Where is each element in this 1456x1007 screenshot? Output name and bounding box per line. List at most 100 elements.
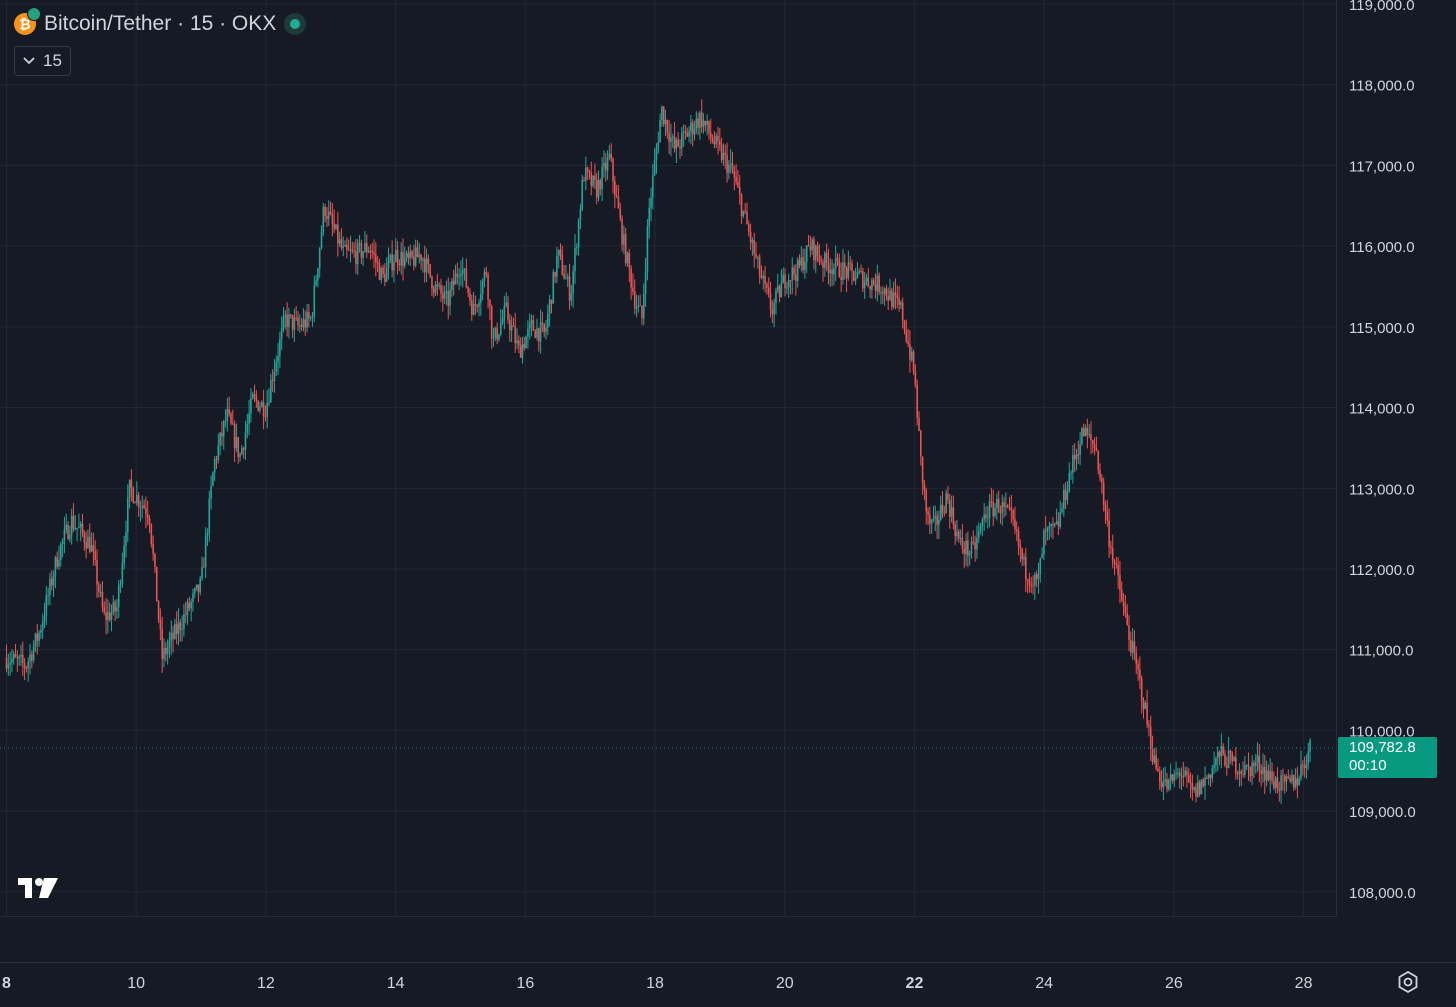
symbol-title[interactable]: Bitcoin/Tether · 15 · OKX	[44, 12, 277, 35]
candle-body	[697, 118, 699, 128]
candle-body	[565, 278, 567, 280]
candle-body	[1197, 782, 1199, 797]
candle-body	[14, 654, 17, 658]
x-tick-label: 8	[2, 975, 11, 992]
last-price-value: 109,782.8	[1349, 739, 1416, 756]
candle-body	[277, 355, 279, 363]
candle-body	[760, 275, 763, 278]
candle-body	[822, 262, 824, 268]
candle-body	[713, 142, 716, 145]
y-tick-label: 119,000.0	[1349, 0, 1415, 14]
candle-body	[393, 262, 395, 271]
candle-body	[1063, 489, 1065, 509]
candle-body	[463, 268, 466, 270]
candle-body	[1124, 606, 1127, 614]
candle-body	[523, 343, 526, 349]
candle-body	[136, 494, 138, 504]
candle-body	[813, 239, 815, 261]
candle-body	[1148, 724, 1150, 727]
candle-body	[532, 320, 535, 331]
candle-body	[1309, 740, 1311, 752]
candle-body	[878, 275, 880, 293]
candle-body	[838, 259, 841, 277]
candle-body	[912, 351, 915, 372]
candle-body	[1044, 530, 1047, 532]
candle-body	[795, 274, 797, 282]
candle-body	[986, 518, 989, 520]
candle-body	[130, 479, 133, 489]
candle-body	[99, 591, 102, 593]
candle-body	[711, 137, 714, 143]
candle-body	[145, 508, 147, 515]
candle-body	[1209, 774, 1212, 779]
candle-body	[342, 246, 345, 248]
candle-body	[87, 536, 89, 549]
symbol-legend[interactable]: ₿ Bitcoin/Tether · 15 · OKX	[14, 7, 307, 36]
candle-body	[45, 595, 48, 616]
candle-body	[990, 501, 993, 503]
candle-body	[1169, 774, 1172, 780]
candle-body	[489, 299, 491, 307]
interval-toggle-button[interactable]: 15	[14, 46, 71, 76]
candle-body	[1258, 755, 1261, 771]
candle-body	[1128, 625, 1130, 640]
candle-body	[279, 338, 281, 356]
candle-body	[338, 239, 341, 244]
candle-body	[72, 515, 75, 529]
candle-body	[880, 292, 882, 294]
candle-body	[762, 276, 765, 278]
candle-body	[632, 287, 634, 292]
candle-body	[1229, 751, 1232, 753]
candle-body	[1005, 505, 1007, 508]
candle-body	[1211, 768, 1214, 779]
candle-body	[719, 140, 721, 145]
candle-body	[858, 271, 861, 273]
candle-body	[1240, 771, 1243, 774]
candle-body	[630, 268, 632, 288]
candle-body	[782, 274, 784, 283]
candle-body	[927, 511, 929, 515]
candle-body	[246, 423, 249, 433]
candle-body	[958, 531, 960, 539]
candle-body	[107, 612, 109, 620]
candle-body	[1233, 757, 1235, 762]
candle-body	[474, 303, 477, 306]
candle-body	[527, 328, 529, 337]
settings-gear-icon[interactable]	[1396, 970, 1420, 994]
candle-body	[556, 255, 558, 277]
candle-body	[69, 534, 71, 540]
candle-body	[659, 119, 661, 143]
candle-body	[764, 276, 766, 284]
candle-body	[333, 223, 335, 229]
candle-body	[1260, 770, 1262, 775]
candle-body	[1244, 765, 1246, 775]
candle-body	[183, 614, 185, 629]
candle-body	[545, 327, 547, 333]
candle-body	[499, 323, 502, 335]
candle-body	[126, 497, 129, 532]
candle-body	[306, 312, 308, 328]
tradingview-logo-icon[interactable]	[18, 876, 60, 900]
candle-body	[970, 541, 973, 554]
candle-body	[1235, 757, 1237, 774]
x-tick-label: 12	[257, 975, 275, 992]
candle-body	[1300, 764, 1302, 779]
candle-body	[340, 239, 343, 248]
candle-body	[40, 629, 42, 633]
candle-body	[286, 314, 288, 327]
candle-body	[1061, 508, 1063, 512]
candle-body	[36, 633, 39, 641]
candle-body	[103, 607, 106, 613]
candle-body	[1166, 779, 1168, 790]
candle-body	[181, 628, 183, 630]
candle-body	[936, 515, 938, 525]
candle-body	[375, 254, 377, 263]
candle-body	[1110, 546, 1112, 549]
candle-body	[814, 245, 817, 261]
candle-body	[1202, 779, 1205, 786]
candle-body	[429, 263, 431, 277]
candle-body	[420, 254, 422, 261]
candle-body	[1287, 776, 1290, 778]
